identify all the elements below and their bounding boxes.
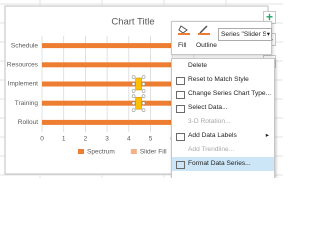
mini-toolbar: Fill Outline Series "Slider Si ▾ — [171, 21, 272, 55]
menu-icon — [176, 77, 185, 85]
y-tick-label: Schedule — [11, 42, 38, 49]
menu-icon — [176, 161, 185, 169]
selection-handle — [131, 75, 136, 79]
legend-label: Slider Fill — [140, 149, 167, 156]
bar — [42, 100, 194, 106]
menu-item: 3-D Rotation... — [172, 115, 274, 129]
outline-icon[interactable] — [198, 25, 210, 35]
bar — [42, 119, 194, 125]
x-tick-label: 3 — [105, 136, 109, 143]
selection-handle — [131, 108, 136, 113]
dropdown-arrow: ▾ — [265, 29, 270, 40]
menu-item-label: Reset to Match Style — [188, 76, 249, 83]
menu-item[interactable]: Reset to Match Style — [172, 73, 274, 87]
fill-icon[interactable] — [178, 25, 190, 35]
x-tick-label: 2 — [84, 136, 88, 143]
selection-handle — [131, 101, 136, 106]
submenu-arrow: ▸ — [265, 132, 269, 139]
menu-item-label: Change Series Chart Type... — [188, 90, 272, 97]
legend-swatch — [130, 149, 137, 154]
excel-window: Chart Title01234567ScheduleResourcesImpl… — [0, 0, 283, 178]
y-tick-label: Implement — [8, 81, 39, 88]
menu-item[interactable]: Format Data Series... — [172, 157, 274, 171]
menu-item-label: Format Data Series... — [188, 160, 251, 167]
y-tick-label: Rollout — [18, 119, 38, 126]
menu-item[interactable]: Delete — [172, 59, 274, 73]
y-tick-label: Training — [15, 100, 39, 107]
menu-item[interactable]: Select Data... — [172, 101, 274, 115]
x-tick-label: 1 — [62, 136, 66, 143]
menu-item-label: Add Trendline... — [188, 146, 235, 153]
x-tick-label: 4 — [127, 136, 131, 143]
chart-elements-button[interactable]: + — [263, 11, 276, 24]
menu-icon — [176, 63, 183, 69]
menu-icon — [176, 133, 185, 141]
menu-item[interactable]: Change Series Chart Type... — [172, 87, 274, 101]
selection-handle — [141, 82, 146, 86]
fill-label[interactable]: Fill — [178, 42, 187, 49]
x-tick-label: 5 — [149, 136, 153, 143]
series-dropdown-text: Series "Slider Si — [221, 31, 269, 38]
menu-item-label: Add Data Labels — [188, 132, 237, 139]
selection-handle — [131, 82, 136, 86]
menu-icon — [176, 147, 183, 153]
selection-handle — [141, 101, 146, 106]
slider-marker — [135, 96, 142, 110]
context-menu: Delete Reset to Match Style Change Series … — [171, 58, 275, 178]
series-dropdown[interactable]: Series "Slider Si ▾ — [218, 28, 272, 41]
menu-item: Add Trendline... — [172, 143, 274, 157]
selection-handle — [141, 89, 146, 93]
selection-handle — [141, 75, 146, 79]
selection-handle — [131, 89, 136, 93]
legend-label: Spectrum — [87, 149, 115, 156]
x-tick-label: 0 — [40, 136, 44, 143]
chart-title: Chart Title — [111, 17, 154, 28]
y-tick-label: Resources — [7, 62, 39, 69]
bar — [42, 62, 194, 68]
selection-handle — [141, 94, 146, 99]
outline-label[interactable]: Outline — [196, 42, 217, 49]
selection-handle — [141, 108, 146, 113]
menu-item-label: 3-D Rotation... — [188, 118, 231, 125]
menu-icon — [176, 105, 185, 113]
legend-swatch — [78, 149, 84, 154]
menu-item[interactable]: Add Data Labels ▸ — [172, 129, 274, 143]
bar — [42, 43, 194, 49]
menu-item-label: Select Data... — [188, 104, 228, 111]
slider-marker — [135, 77, 142, 91]
menu-icon — [176, 91, 185, 99]
selection-handle — [131, 94, 136, 99]
bar — [42, 81, 194, 87]
menu-icon — [176, 119, 183, 125]
menu-item-label: Delete — [188, 62, 208, 69]
